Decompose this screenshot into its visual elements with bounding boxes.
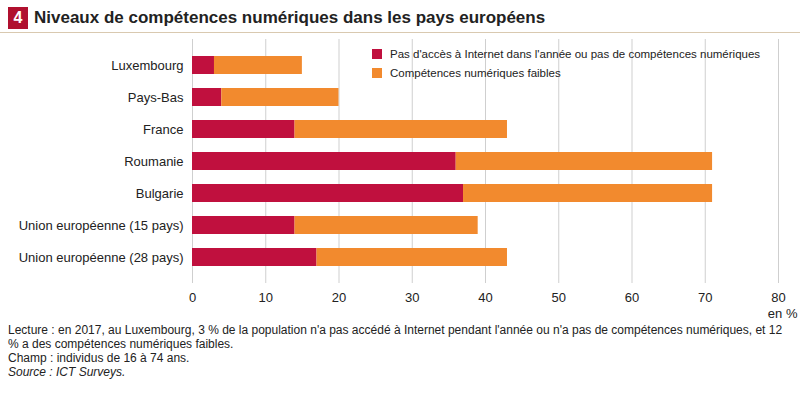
svg-text:50: 50 <box>552 290 566 305</box>
html-text:Niveaux de compétences numériq: Niveaux de compétences numériques dans l… <box>34 8 546 27</box>
html-text:Compétences numériques faibles: Compétences numériques faibles <box>390 67 561 79</box>
svg-text:Bulgarie: Bulgarie <box>136 186 184 201</box>
svg-text:10: 10 <box>259 290 273 305</box>
svg-text:en %: en % <box>768 306 798 321</box>
svg-text:Pays-Bas: Pays-Bas <box>128 90 184 105</box>
svg-text:20: 20 <box>332 290 346 305</box>
svg-text:70: 70 <box>698 290 712 305</box>
html-text:Source : ICT Surveys.: Source : ICT Surveys. <box>8 365 126 379</box>
svg-text:Roumanie: Roumanie <box>124 154 183 169</box>
svg-text:0: 0 <box>189 290 196 305</box>
svg-text:30: 30 <box>405 290 419 305</box>
svg-text:60: 60 <box>625 290 639 305</box>
svg-text:Luxembourg: Luxembourg <box>111 58 183 73</box>
svg-text:80: 80 <box>771 290 785 305</box>
svg-text:Union européenne (28 pays): Union européenne (28 pays) <box>19 250 184 265</box>
svg-text:France: France <box>143 122 183 137</box>
html-text:Lecture : en 2017, au Luxembou: Lecture : en 2017, au Luxembourg, 3 % de… <box>8 323 783 351</box>
svg-text:Union européenne (15 pays): Union européenne (15 pays) <box>19 218 184 233</box>
svg-text:40: 40 <box>478 290 492 305</box>
html-text:Pas d'accès à Internet dans l': Pas d'accès à Internet dans l'année ou p… <box>390 48 761 60</box>
html-text:4: 4 <box>13 9 23 26</box>
html-text:Champ : individus de 16 à 74 a: Champ : individus de 16 à 74 ans. <box>8 351 190 365</box>
